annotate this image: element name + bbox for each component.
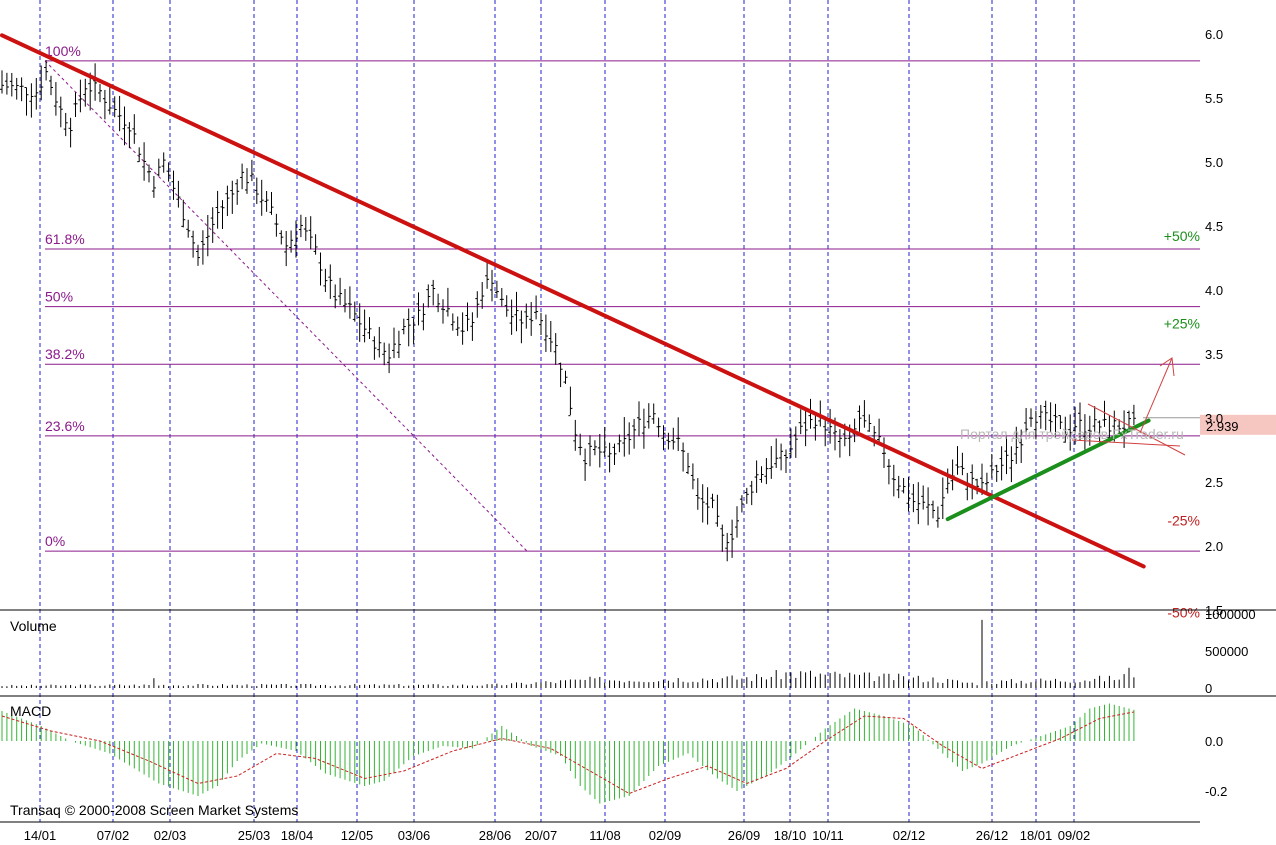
trendline-resistance bbox=[0, 33, 1146, 569]
volume-bars bbox=[1, 619, 1135, 688]
x-tick-label: 03/06 bbox=[398, 828, 431, 843]
x-tick-label: 11/08 bbox=[589, 828, 621, 843]
fibonacci-levels: 100% 61.8% 50% 38.2% 23.6% 0% bbox=[44, 43, 1200, 552]
price-tick-label: 1.5 bbox=[1205, 603, 1223, 618]
annotations: +50% +25% -25% -50% 2.939 bbox=[1071, 228, 1276, 621]
triangle-upper-line bbox=[1087, 403, 1186, 456]
x-tick-label: 07/02 bbox=[97, 828, 130, 843]
price-tick-label: 5.5 bbox=[1205, 91, 1223, 106]
x-tick-label: 25/03 bbox=[238, 828, 271, 843]
volume-tick-label: 1000000 bbox=[1205, 607, 1256, 622]
copyright-text: Transaq © 2000-2008 Screen Market System… bbox=[10, 802, 298, 818]
watermark-text: Портал для трейдеров FxTrader.ru bbox=[960, 426, 1184, 442]
triangle-lower-line bbox=[1071, 439, 1181, 447]
x-tick-label: 12/05 bbox=[341, 828, 374, 843]
fib-level-label: 50% bbox=[45, 289, 73, 305]
price-tick-label: 5.0 bbox=[1205, 155, 1223, 170]
price-tick-label: 4.0 bbox=[1205, 283, 1223, 298]
x-tick-label: 26/09 bbox=[728, 828, 761, 843]
target-label: +50% bbox=[1164, 228, 1200, 244]
volume-pane-title: Volume bbox=[10, 618, 57, 634]
trendlines bbox=[0, 33, 1151, 569]
x-tick-label: 26/12 bbox=[976, 828, 1009, 843]
fib-level-label: 61.8% bbox=[45, 231, 85, 247]
breakout-arrow-head bbox=[1159, 357, 1175, 377]
fib-projection-line bbox=[44, 60, 528, 552]
x-tick-label: 28/06 bbox=[479, 828, 512, 843]
target-label: +25% bbox=[1164, 315, 1200, 331]
macd-pane-title: MACD bbox=[10, 703, 51, 719]
macd-tick-label: 0.0 bbox=[1205, 734, 1223, 749]
breakout-arrow bbox=[1139, 357, 1173, 434]
last-price-tag bbox=[1200, 414, 1276, 435]
price-tick-label: 4.5 bbox=[1205, 219, 1223, 234]
macd-tick-label: -0.2 bbox=[1205, 784, 1227, 799]
x-tick-label: 20/07 bbox=[525, 828, 558, 843]
fib-level-label: 0% bbox=[45, 533, 65, 549]
target-label: -50% bbox=[1167, 605, 1200, 621]
x-tick-label: 02/09 bbox=[649, 828, 682, 843]
target-label: -25% bbox=[1167, 512, 1200, 528]
x-tick-label: 18/04 bbox=[281, 828, 314, 843]
trendline-support bbox=[945, 418, 1151, 522]
price-tick-label: 6.0 bbox=[1205, 27, 1223, 42]
last-price-label: 2.939 bbox=[1206, 419, 1239, 434]
macd-signal-line bbox=[1, 711, 1134, 795]
volume-tick-label: 500000 bbox=[1205, 644, 1248, 659]
x-tick-label: 18/01 bbox=[1020, 828, 1053, 843]
macd-histogram bbox=[1, 703, 1135, 804]
fib-level-label: 100% bbox=[45, 43, 81, 59]
x-tick-label: 02/12 bbox=[893, 828, 926, 843]
fib-level-label: 38.2% bbox=[45, 346, 85, 362]
volume-tick-label: 0 bbox=[1205, 681, 1212, 696]
fib-level-label: 23.6% bbox=[45, 418, 85, 434]
price-tick-label: 3.0 bbox=[1205, 411, 1223, 426]
x-tick-label: 18/10 bbox=[774, 828, 807, 843]
price-tick-label: 2.5 bbox=[1205, 475, 1223, 490]
price-tick-label: 2.0 bbox=[1205, 539, 1223, 554]
x-tick-label: 14/01 bbox=[24, 828, 57, 843]
axes: 14/01 07/02 02/03 25/03 18/04 12/05 03/06 28/06… bbox=[0, 27, 1276, 843]
x-tick-label: 10/11 bbox=[812, 828, 844, 843]
x-tick-label: 02/03 bbox=[154, 828, 187, 843]
price-bars bbox=[0, 60, 1136, 562]
grid bbox=[39, 0, 1075, 822]
price-tick-label: 3.5 bbox=[1205, 347, 1223, 362]
x-tick-label: 09/02 bbox=[1058, 828, 1091, 843]
